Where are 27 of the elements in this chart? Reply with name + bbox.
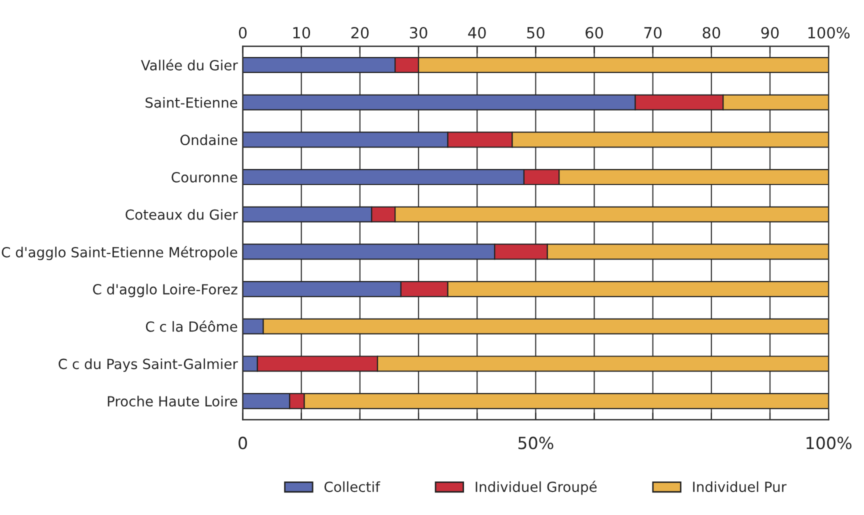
- y-tick-label: Vallée du Gier: [140, 59, 238, 70]
- x-tick-label: 100%: [806, 436, 852, 450]
- x2-tick-label: 30: [410, 26, 428, 39]
- legend-label: Individuel Groupé: [476, 480, 597, 495]
- x2-tick-label: 60: [586, 26, 603, 39]
- legend-label: Collectif: [324, 481, 380, 492]
- y-tick-label: C c du Pays Saint-Galmier: [58, 358, 238, 372]
- legend-label: Individuel Pur: [693, 481, 787, 492]
- x2-tick-label: 90: [761, 26, 779, 39]
- x2-tick-label: 20: [351, 26, 369, 39]
- x2-tick-label: 10: [293, 26, 310, 39]
- x-tick-label: 50%: [518, 436, 554, 450]
- y-tick-label: C c la Déôme: [146, 320, 238, 332]
- y-tick-label: Couronne: [172, 172, 238, 183]
- x2-tick-label: 80: [702, 26, 720, 39]
- x2-tick-label: 70: [644, 26, 662, 39]
- x2-tick-label: 0: [238, 26, 247, 39]
- x2-tick-label: 100%: [808, 26, 850, 39]
- y-tick-label: Ondaine: [180, 134, 238, 146]
- y-tick-label: Saint-Etienne: [146, 97, 238, 108]
- y-tick-label: C d'agglo Loire-Forez: [93, 284, 238, 298]
- y-tick-label: C d'agglo Saint-Etienne Métropole: [2, 246, 238, 260]
- y-tick-label: Proche Haute Loire: [108, 396, 238, 407]
- x-tick-label: 0: [238, 436, 247, 450]
- x2-tick-label: 40: [468, 26, 486, 39]
- x2-tick-label: 50: [527, 26, 544, 39]
- y-tick-label: Coteaux du Gier: [126, 209, 238, 220]
